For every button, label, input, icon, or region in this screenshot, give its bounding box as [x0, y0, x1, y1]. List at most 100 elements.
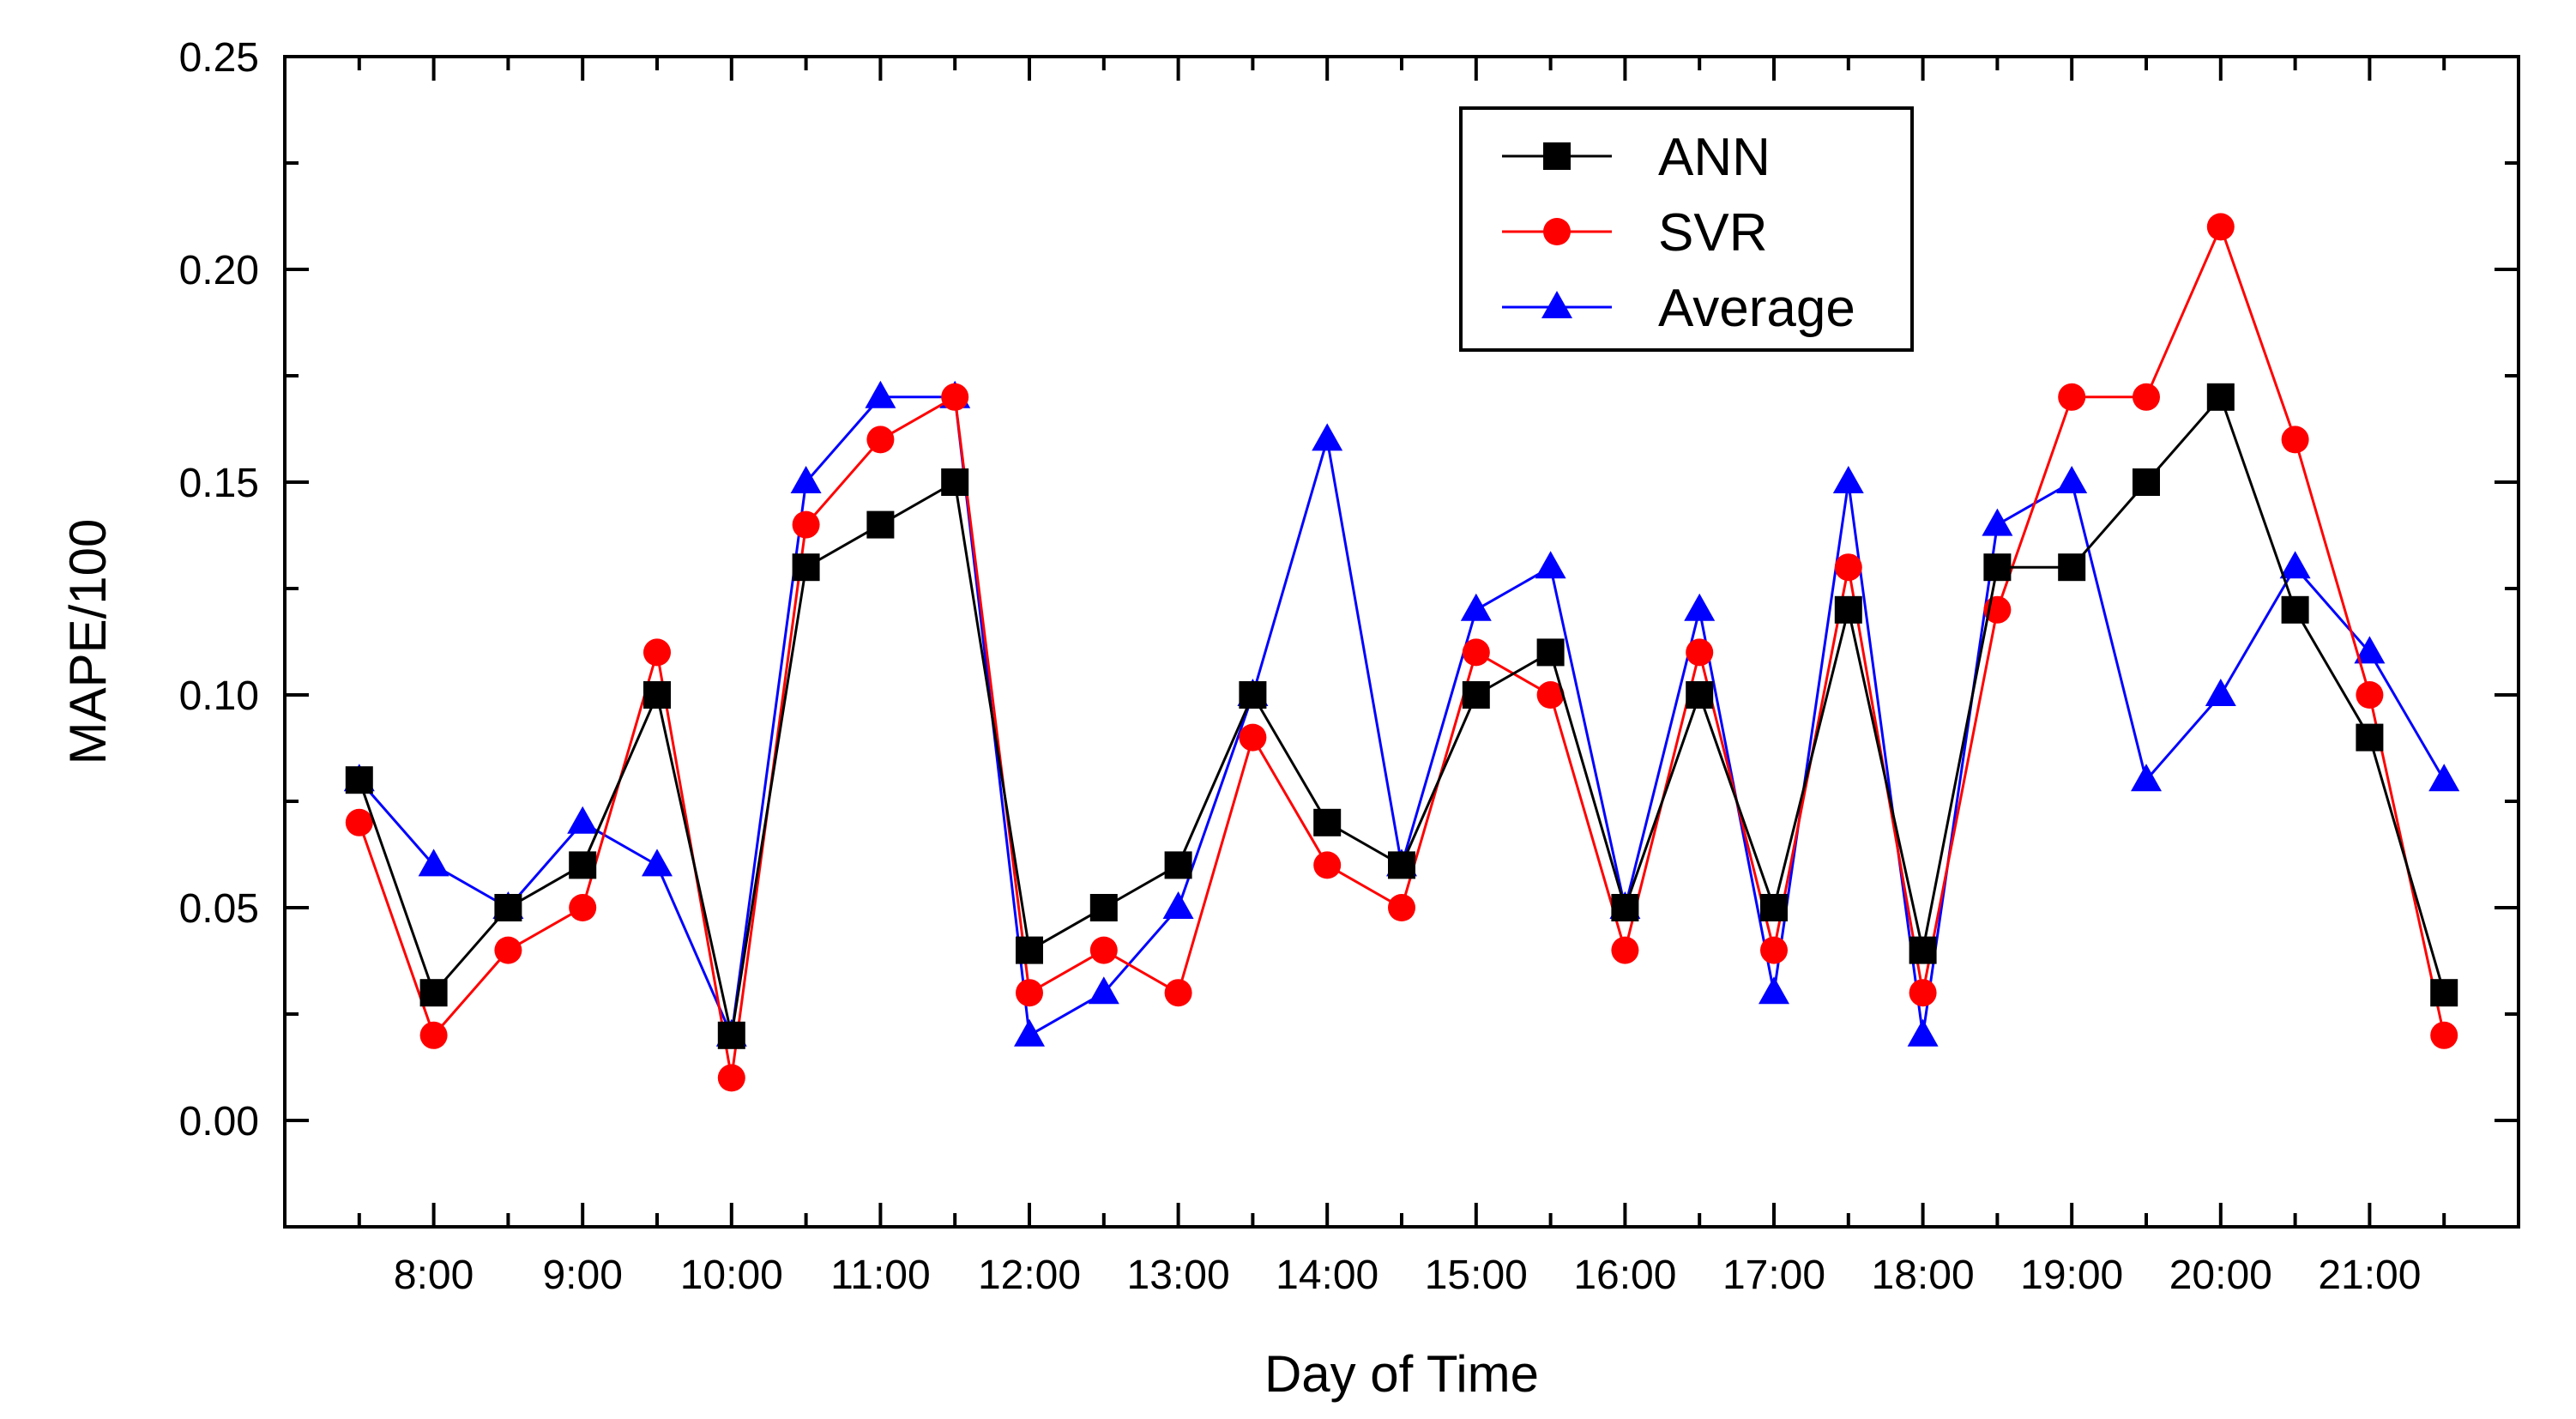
plot-frame: [283, 55, 2520, 1229]
data-point-ann: [1909, 936, 1937, 964]
data-point-ann: [1239, 681, 1267, 709]
data-point-svr: [569, 894, 597, 921]
data-point-ann: [494, 894, 522, 921]
series-layer: [343, 213, 2460, 1092]
data-point-average: [1832, 466, 1864, 493]
data-point-average: [1088, 976, 1119, 1005]
data-point-ann: [1611, 894, 1639, 921]
data-point-average: [2354, 636, 2386, 664]
y-tick-label: 0.20: [179, 248, 259, 293]
data-point-ann: [1164, 851, 1192, 879]
data-point-svr: [2430, 1021, 2458, 1049]
x-tick-label: 13:00: [1127, 1253, 1230, 1298]
data-point-ann: [1536, 638, 1565, 667]
data-point-svr: [1089, 936, 1118, 964]
data-point-average: [1759, 976, 1789, 1005]
x-tick-label: 21:00: [2318, 1253, 2421, 1298]
data-point-svr: [2206, 213, 2235, 241]
x-tick-label: 12:00: [978, 1253, 1081, 1298]
legend-box: [1459, 106, 1914, 352]
y-tick-label: 0.10: [179, 673, 259, 719]
data-point-svr: [1834, 553, 1862, 582]
data-point-average: [2056, 466, 2088, 493]
data-point-average: [567, 806, 599, 834]
data-point-ann: [1760, 894, 1788, 921]
x-tick-label: 18:00: [1872, 1253, 1975, 1298]
data-point-svr: [1388, 894, 1415, 921]
data-point-ann: [717, 1021, 745, 1049]
data-point-svr: [2356, 681, 2384, 709]
y-tick-label: 0.25: [179, 35, 259, 81]
data-point-ann: [2430, 979, 2458, 1007]
data-point-svr: [1909, 979, 1937, 1007]
y-axis-title: MAPE/100: [59, 519, 117, 765]
series-line-average: [358, 396, 2446, 1041]
data-point-svr: [1164, 979, 1192, 1007]
data-point-ann: [1983, 553, 2012, 582]
x-tick-label: 11:00: [830, 1253, 931, 1298]
data-point-average: [1907, 1018, 1939, 1047]
data-point-svr: [941, 383, 969, 411]
x-tick-label: 20:00: [2169, 1253, 2272, 1298]
series-line-svr: [358, 223, 2446, 1078]
data-point-average: [2428, 764, 2460, 792]
data-point-ann: [2356, 723, 2384, 752]
legend: ANN SVR Average: [1459, 106, 1914, 352]
data-point-svr: [1462, 638, 1490, 667]
data-point-average: [2205, 679, 2236, 706]
series-svr: [345, 213, 2458, 1092]
data-point-svr: [2281, 426, 2309, 454]
x-axis-title: Day of Time: [1264, 1345, 1539, 1403]
data-point-ann: [2133, 468, 2160, 496]
data-point-svr: [1239, 723, 1267, 752]
data-point-svr: [1016, 979, 1043, 1007]
x-tick-label: 10:00: [680, 1253, 783, 1298]
legend-marker: [1543, 142, 1571, 170]
data-point-svr: [792, 510, 820, 539]
data-point-ann: [1388, 851, 1415, 879]
data-point-svr: [717, 1064, 745, 1092]
axes: 0.00 0.05 0.10 0.15 0.20 0.25 8:00 9:00 10:00 11:…: [179, 35, 2520, 1298]
data-point-ann: [866, 510, 895, 539]
data-point-average: [1535, 551, 1566, 579]
data-point-svr: [1536, 681, 1565, 709]
x-tick-label: 9:00: [542, 1253, 622, 1298]
legend-label: Average: [1658, 279, 1855, 338]
data-point-svr: [1313, 851, 1342, 879]
series-ann: [345, 383, 2458, 1049]
data-point-svr: [345, 808, 373, 836]
data-point-svr: [2058, 383, 2086, 411]
data-point-svr: [494, 936, 522, 964]
data-point-average: [865, 380, 896, 408]
x-tick-label: 16:00: [1573, 1253, 1676, 1298]
data-point-ann: [1089, 894, 1118, 921]
data-point-ann: [1686, 681, 1714, 709]
data-point-ann: [569, 851, 597, 879]
data-point-ann: [345, 766, 373, 794]
data-point-average: [1162, 891, 1194, 919]
data-point-svr: [1760, 936, 1788, 964]
data-point-svr: [643, 638, 671, 667]
data-point-svr: [866, 426, 895, 454]
data-point-average: [1312, 423, 1343, 451]
data-point-average: [1014, 1018, 1045, 1047]
data-point-svr: [1686, 638, 1714, 667]
data-point-ann: [1313, 808, 1342, 836]
data-point-ann: [2206, 383, 2235, 411]
data-point-average: [2279, 551, 2311, 579]
legend-marker: [1541, 291, 1572, 318]
x-tick-label: 15:00: [1425, 1253, 1528, 1298]
data-point-average: [642, 848, 673, 877]
data-point-ann: [2058, 553, 2086, 582]
data-point-ann: [1462, 681, 1490, 709]
data-point-ann: [1016, 936, 1043, 964]
data-point-ann: [792, 553, 820, 582]
data-point-average: [1460, 593, 1492, 621]
data-point-ann: [2281, 595, 2309, 624]
data-point-ann: [643, 681, 671, 709]
x-tick-label: 17:00: [1722, 1253, 1825, 1298]
data-point-ann: [941, 468, 969, 496]
y-tick-label: 0.15: [179, 461, 259, 506]
y-tick-label: 0.05: [179, 886, 259, 932]
